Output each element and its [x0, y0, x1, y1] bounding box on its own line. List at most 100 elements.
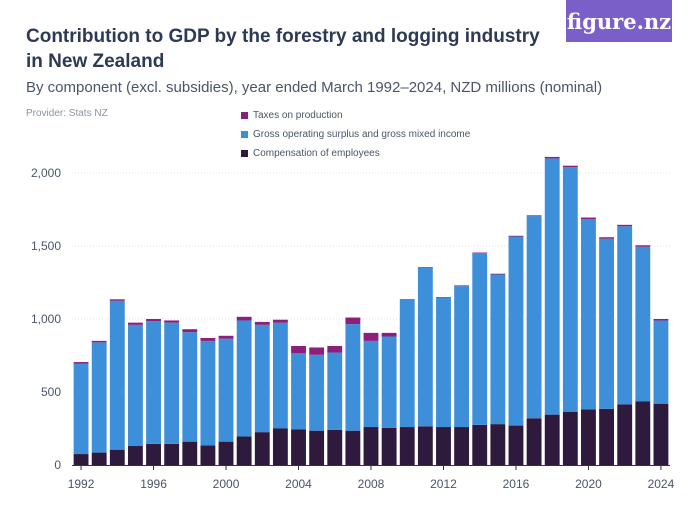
- bar-taxes-1997: [164, 320, 180, 323]
- bar-employees-1992: [73, 454, 89, 465]
- x-tick-label-1996: 1996: [140, 477, 167, 491]
- bar-taxes-2017: [526, 215, 542, 217]
- bar-employees-2002: [254, 432, 270, 465]
- legend-item-surplus: Gross operating surplus and gross mixed …: [241, 125, 470, 144]
- bar-surplus-2013: [454, 286, 470, 428]
- bar-employees-1999: [200, 445, 216, 465]
- bar-employees-1996: [146, 443, 161, 465]
- bar-taxes-1992: [73, 362, 89, 364]
- bar-employees-2023: [635, 401, 651, 465]
- bar-taxes-2011: [417, 267, 433, 268]
- bar-employees-2021: [599, 408, 615, 465]
- bar-employees-2008: [363, 427, 379, 465]
- bar-surplus-2021: [599, 238, 615, 409]
- bar-taxes-2005: [309, 347, 325, 355]
- bar-surplus-2008: [363, 340, 379, 428]
- bar-taxes-2012: [436, 297, 451, 298]
- bar-taxes-1995: [127, 322, 143, 325]
- bar-employees-2016: [508, 425, 524, 465]
- bar-employees-1994: [109, 449, 125, 465]
- bar-taxes-2015: [490, 273, 506, 275]
- bar-surplus-1993: [91, 342, 107, 453]
- legend-label-employees: Compensation of employees: [253, 148, 380, 159]
- bar-taxes-1999: [200, 337, 216, 341]
- x-tick-label-2000: 2000: [213, 477, 240, 491]
- bar-surplus-2000: [218, 338, 234, 442]
- bar-taxes-2009: [381, 332, 397, 337]
- bar-surplus-1994: [109, 300, 125, 450]
- bar-surplus-2012: [436, 297, 451, 428]
- bar-taxes-2001: [236, 316, 252, 321]
- bar-surplus-2010: [399, 300, 415, 428]
- bar-employees-2003: [272, 428, 288, 465]
- bar-employees-1993: [91, 452, 107, 465]
- bar-taxes-2000: [218, 335, 234, 339]
- figure-nz-logo[interactable]: figure.nz: [566, 0, 672, 42]
- chart-legend: Taxes on production Gross operating surp…: [241, 106, 470, 163]
- bar-taxes-2024: [653, 319, 669, 321]
- legend-swatch-surplus: [241, 131, 248, 138]
- bar-taxes-2007: [345, 317, 361, 325]
- chart-title: Contribution to GDP by the forestry and …: [26, 26, 540, 72]
- bar-employees-2024: [653, 403, 669, 465]
- bar-taxes-2019: [562, 165, 578, 168]
- bar-surplus-2004: [291, 353, 306, 430]
- bar-surplus-2019: [562, 167, 578, 412]
- bar-surplus-2022: [617, 226, 633, 405]
- y-tick-label-0: 0: [54, 458, 61, 472]
- bar-taxes-2016: [508, 235, 524, 237]
- x-tick-label-2020: 2020: [575, 477, 602, 491]
- bar-surplus-2016: [508, 236, 524, 426]
- bar-surplus-2024: [653, 320, 669, 404]
- bar-taxes-2004: [291, 346, 306, 354]
- bar-employees-2007: [345, 430, 361, 465]
- bar-taxes-2020: [581, 217, 596, 219]
- bar-surplus-1999: [200, 340, 216, 446]
- bar-employees-2005: [309, 430, 325, 465]
- bar-surplus-2023: [635, 246, 651, 402]
- bar-taxes-1993: [91, 340, 107, 343]
- bar-surplus-1992: [73, 363, 89, 455]
- bar-employees-2009: [381, 427, 397, 465]
- bar-employees-2019: [562, 411, 578, 465]
- chart-subtitle: By component (excl. subsidies), year end…: [26, 79, 603, 96]
- legend-item-employees: Compensation of employees: [241, 144, 470, 163]
- bar-taxes-2008: [363, 332, 379, 341]
- bar-employees-2018: [544, 414, 560, 465]
- x-tick-label-2024: 2024: [648, 477, 675, 491]
- bar-surplus-2017: [526, 216, 542, 419]
- bar-surplus-2001: [236, 320, 252, 437]
- bar-taxes-1996: [146, 319, 161, 322]
- bar-employees-2017: [526, 418, 542, 465]
- bar-employees-2001: [236, 436, 252, 465]
- bar-employees-2020: [581, 409, 596, 465]
- bar-employees-2015: [490, 424, 506, 465]
- bar-employees-2010: [399, 427, 415, 465]
- x-tick-label-2016: 2016: [503, 477, 530, 491]
- bar-employees-2011: [417, 426, 433, 465]
- y-tick-label-1000: 1,000: [31, 312, 61, 326]
- bar-surplus-2020: [581, 218, 596, 410]
- bar-employees-2006: [327, 429, 343, 465]
- bar-taxes-2010: [399, 299, 415, 301]
- bar-taxes-2014: [472, 252, 488, 254]
- bar-taxes-2003: [272, 319, 288, 323]
- bar-employees-2000: [218, 441, 234, 465]
- legend-swatch-employees: [241, 150, 248, 157]
- bar-surplus-2002: [254, 324, 270, 433]
- bar-surplus-1995: [127, 324, 143, 447]
- x-tick-label-2008: 2008: [358, 477, 385, 491]
- bar-surplus-2014: [472, 253, 488, 425]
- bar-taxes-2002: [254, 321, 270, 325]
- bar-taxes-2022: [617, 224, 633, 227]
- bar-taxes-1998: [182, 329, 198, 333]
- y-tick-label-1500: 1,500: [31, 239, 61, 253]
- bar-employees-2022: [617, 404, 633, 465]
- bar-surplus-1998: [182, 332, 198, 442]
- y-tick-label-2000: 2,000: [31, 166, 61, 180]
- legend-swatch-taxes: [241, 112, 248, 119]
- bar-employees-1997: [164, 443, 180, 465]
- bar-taxes-2023: [635, 245, 651, 247]
- bar-surplus-2007: [345, 324, 361, 431]
